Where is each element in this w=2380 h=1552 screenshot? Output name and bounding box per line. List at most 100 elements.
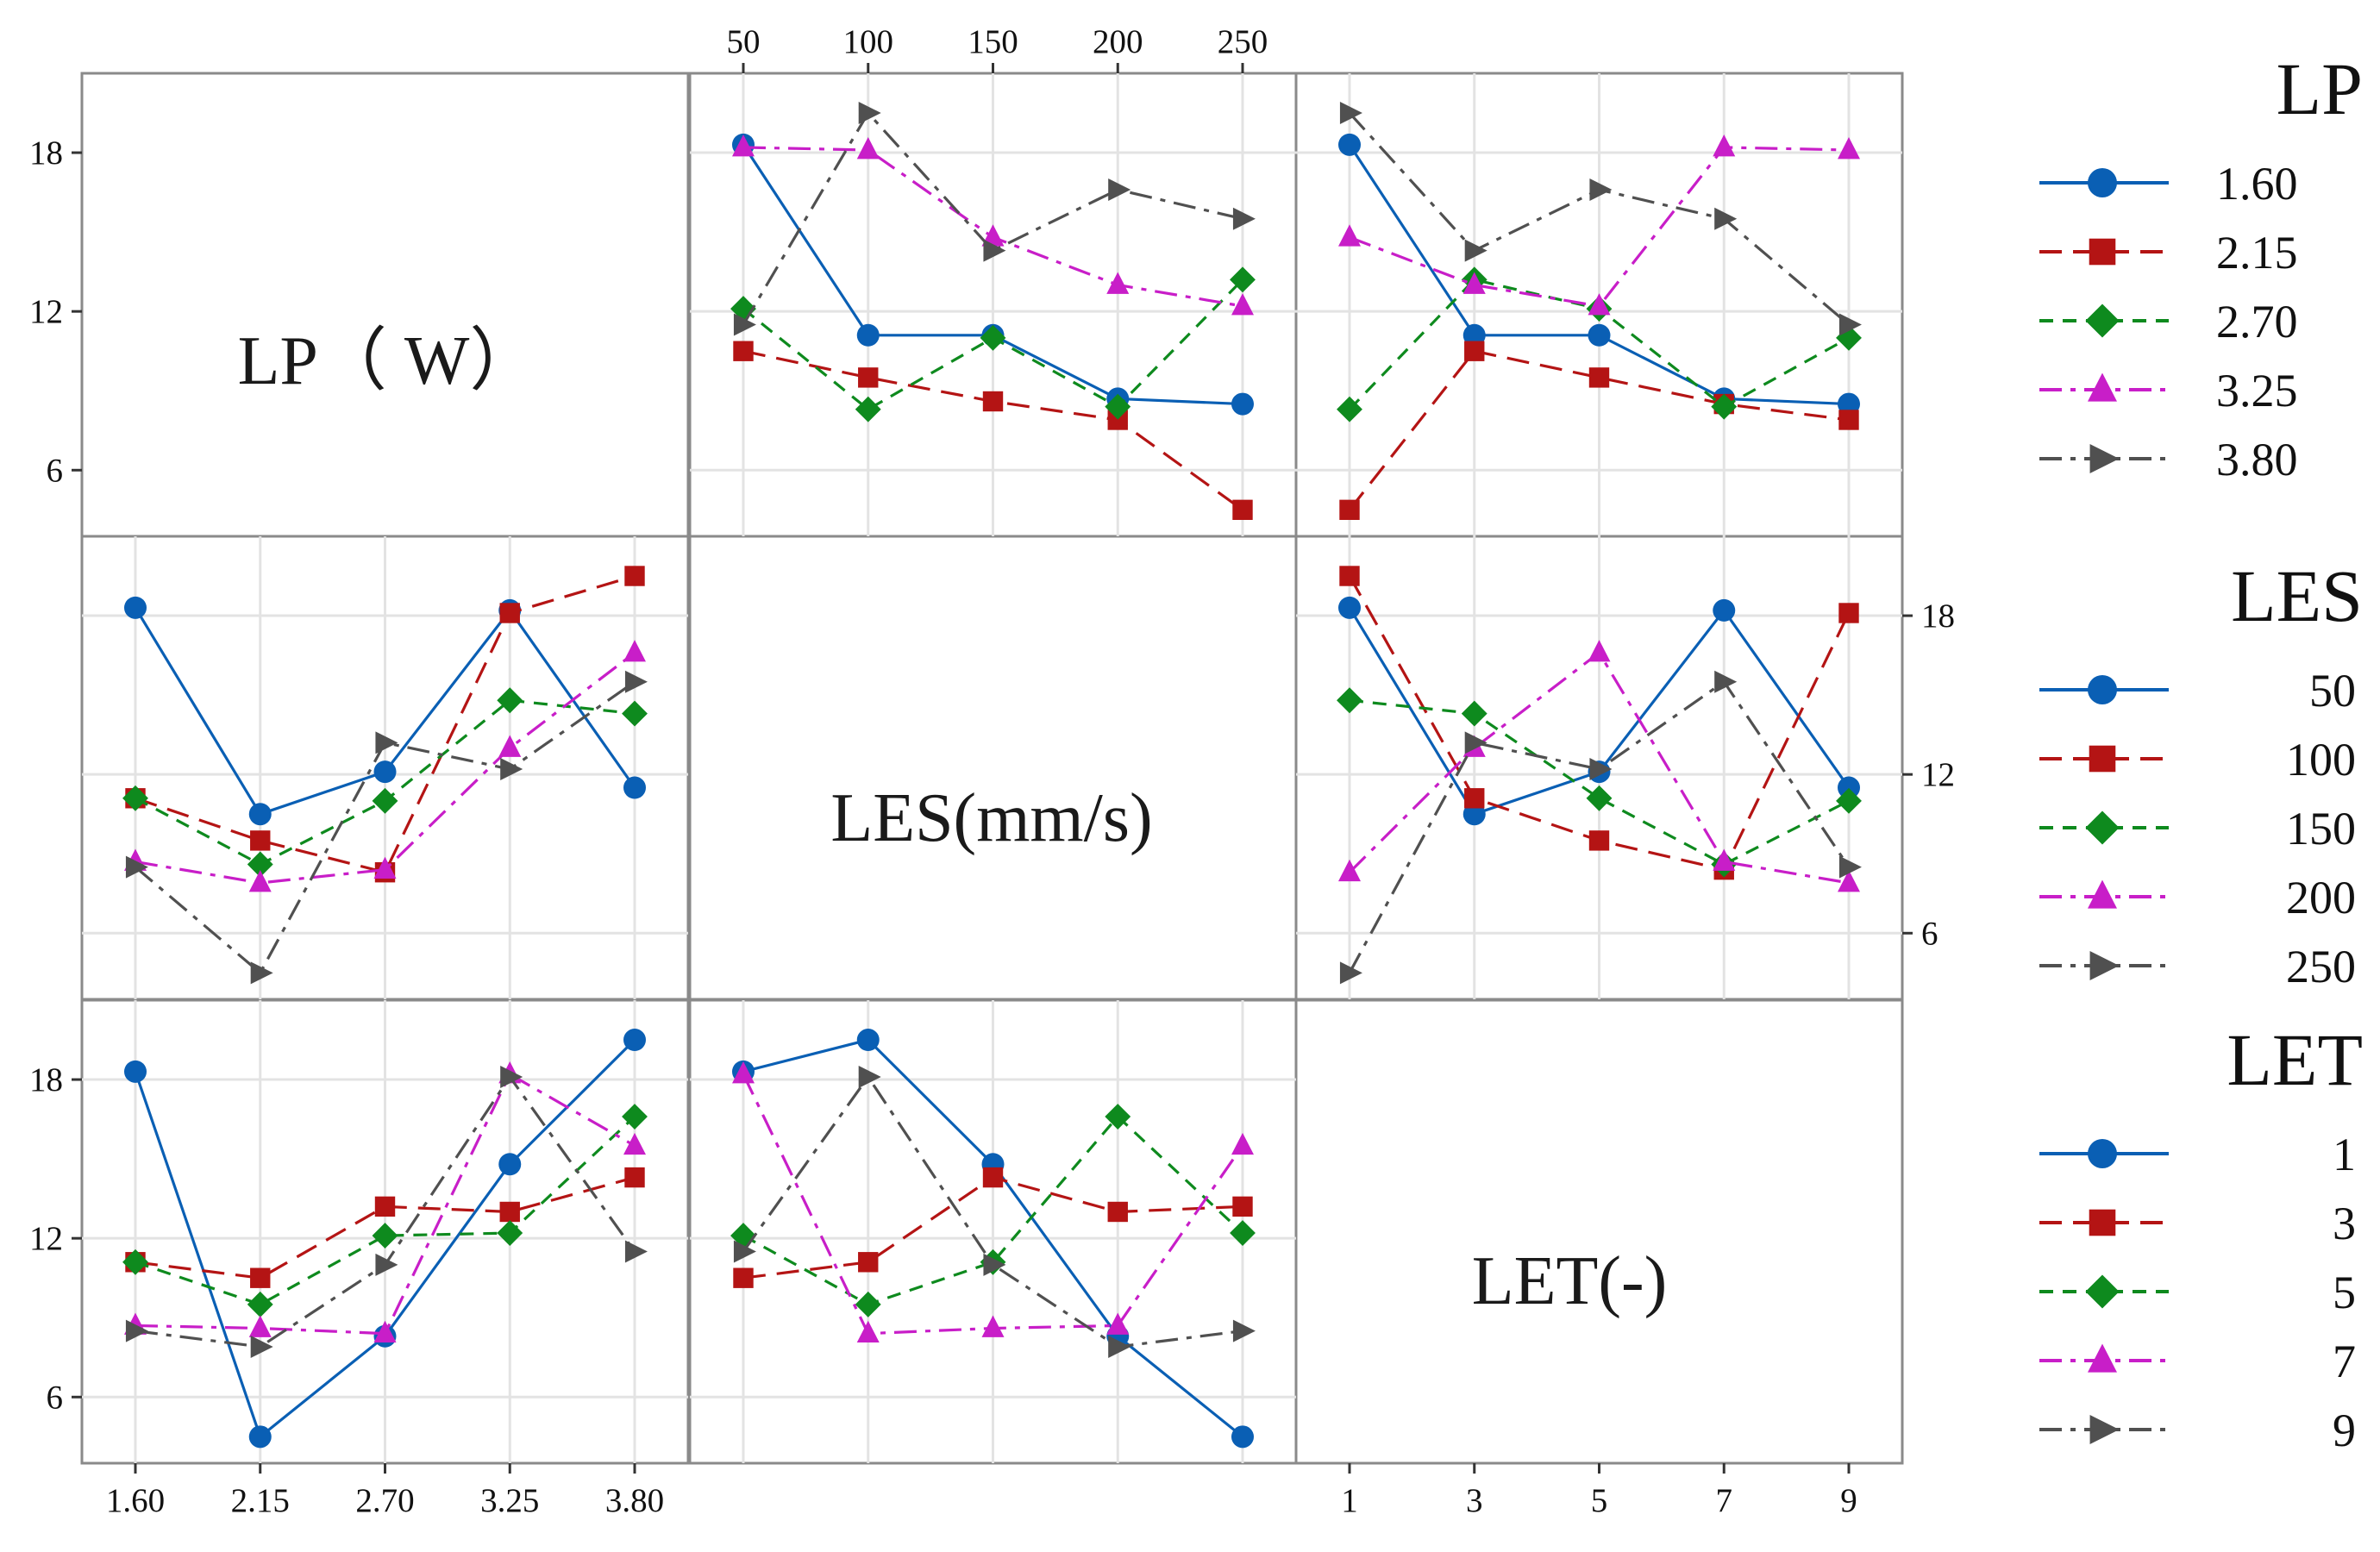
data-point-let-1-1 [856,1029,880,1052]
series-line-les-100 [135,574,636,874]
data-point-les-150-1 [1461,700,1488,727]
data-point-les-100-4 [624,566,645,586]
legend-lp: LP 1.60 2.15 2.70 3.25 3.80 [2039,47,2363,485]
panel-label-let: LET(-) [1472,1243,1668,1319]
data-point-let-3-4 [1232,1196,1253,1217]
data-point-les-250-1 [1464,731,1488,754]
x-tick-label: 50 [727,23,761,60]
legend-entry-label: 50 [2309,665,2356,717]
data-point-let-5-2 [372,1223,398,1249]
data-point-let-5-3 [1105,1104,1131,1130]
data-point-lp-3.80-0 [1339,102,1362,125]
legend-entry-label: 3 [2333,1198,2356,1249]
data-point-les-250-1 [250,961,273,985]
data-point-les-150-2 [1586,785,1613,811]
data-point-let-9-1 [858,1065,881,1088]
data-point-lp-1.60-1 [1462,323,1486,347]
x-tick-label: 1.60 [106,1482,165,1519]
data-point-lp-2.15-0 [1339,499,1360,521]
x-tick-label: 150 [968,23,1018,60]
panel-label-les: LES(mm/s) [830,780,1152,856]
data-point-let-5-4 [1230,1220,1256,1246]
legend-entry-label: 150 [2286,803,2356,854]
panel-let-by-les [1296,536,1902,999]
data-point-lp-1.60-0 [1338,133,1361,156]
data-point-let-7-4 [623,1132,646,1155]
legend-entry-label: 250 [2286,941,2356,992]
panel-lp-by-let [82,1000,688,1463]
series-line-lp-2.15 [1348,349,1850,511]
data-point-lp-2.70-0 [1337,396,1362,422]
x-tick-label: 3.80 [605,1482,664,1519]
data-point-lp-3.25-0 [1338,224,1361,247]
y-tick-label: 12 [1921,756,1955,793]
data-point-les-200-0 [1338,859,1361,882]
data-point-lp-2.70-3 [1105,393,1131,420]
data-point-let-7-0 [732,1061,755,1084]
data-point-les-150-3 [497,687,523,714]
data-point-lp-3.25-1 [1462,272,1486,294]
data-point-let-7-2 [981,1315,1005,1337]
legend-entry-label: 2.70 [2216,296,2298,347]
data-point-lp-1.60-4 [1231,392,1254,416]
data-point-let-3-3 [1107,1201,1128,1223]
x-tick-label: 200 [1093,23,1143,60]
legend-marker-les-250 [2089,951,2120,980]
panel-frame-r0-c0 [80,72,690,538]
data-point-lp-3.80-3 [1108,178,1131,202]
data-point-les-100-2 [1588,830,1610,851]
legend-title: LES [2231,554,2363,637]
legend-entry-label: 3.80 [2216,434,2298,485]
legend-marker-lp-2.70 [2085,304,2120,338]
data-point-les-50-4 [623,776,646,799]
legend-entry-label: 1 [2333,1129,2356,1180]
data-point-let-3-2 [374,1196,396,1217]
data-point-les-150-0 [1337,687,1362,714]
panel-frame-r2-c2 [1294,998,1904,1465]
data-point-lp-3.25-4 [1838,137,1860,160]
y-tick-label: 6 [47,1379,64,1416]
data-point-les-150-1 [247,851,273,878]
data-point-les-100-1 [1464,788,1485,809]
data-point-let-7-1 [248,1315,272,1337]
panel-les-by-let [690,1000,1296,1463]
data-point-let-9-3 [1108,1335,1131,1358]
legend-entry-label: 200 [2286,872,2356,923]
data-point-lp-3.80-1 [1464,239,1488,262]
x-tick-label: 100 [843,23,894,60]
data-point-les-250-4 [624,670,648,693]
data-point-let-3-0 [733,1267,754,1288]
data-point-les-250-2 [1589,758,1613,781]
y-tick-label: 6 [1921,915,1938,952]
data-point-lp-3.80-1 [858,102,881,125]
data-point-lp-3.80-0 [733,313,756,336]
legend-les: LES 50 100 150 200 250 [2039,554,2363,992]
y-tick-label: 6 [47,452,64,489]
data-point-let-9-2 [375,1253,398,1276]
data-point-lp-3.80-2 [1589,178,1613,202]
y-tick-label: 12 [29,1220,63,1257]
data-point-les-200-3 [498,735,522,757]
legend-let: LET 1 3 5 7 9 [2039,1018,2363,1456]
legend-entry-label: 5 [2333,1267,2356,1318]
data-point-let-5-1 [247,1291,273,1317]
data-point-let-3-4 [624,1167,645,1188]
data-point-lp-3.25-4 [1231,293,1254,316]
data-point-les-50-0 [1338,596,1361,619]
data-point-let-3-1 [858,1252,879,1273]
data-point-lp-2.15-4 [1838,410,1859,430]
data-point-les-100-4 [1838,603,1859,623]
legend-entry-label: 1.60 [2216,158,2298,210]
data-point-lp-2.70-1 [855,396,881,422]
panel-frame-r1-c1 [688,535,1298,1001]
legend-marker-les-50 [2088,675,2117,704]
x-tick-label: 7 [1716,1482,1733,1519]
data-point-lp-2.70-2 [980,324,1006,351]
data-point-let-3-2 [982,1167,1004,1188]
series-line-let-9 [742,1074,1243,1349]
data-point-let-9-0 [733,1240,756,1263]
data-point-les-50-1 [1462,803,1486,826]
data-point-let-7-3 [1106,1312,1130,1335]
data-point-les-250-2 [375,731,398,754]
